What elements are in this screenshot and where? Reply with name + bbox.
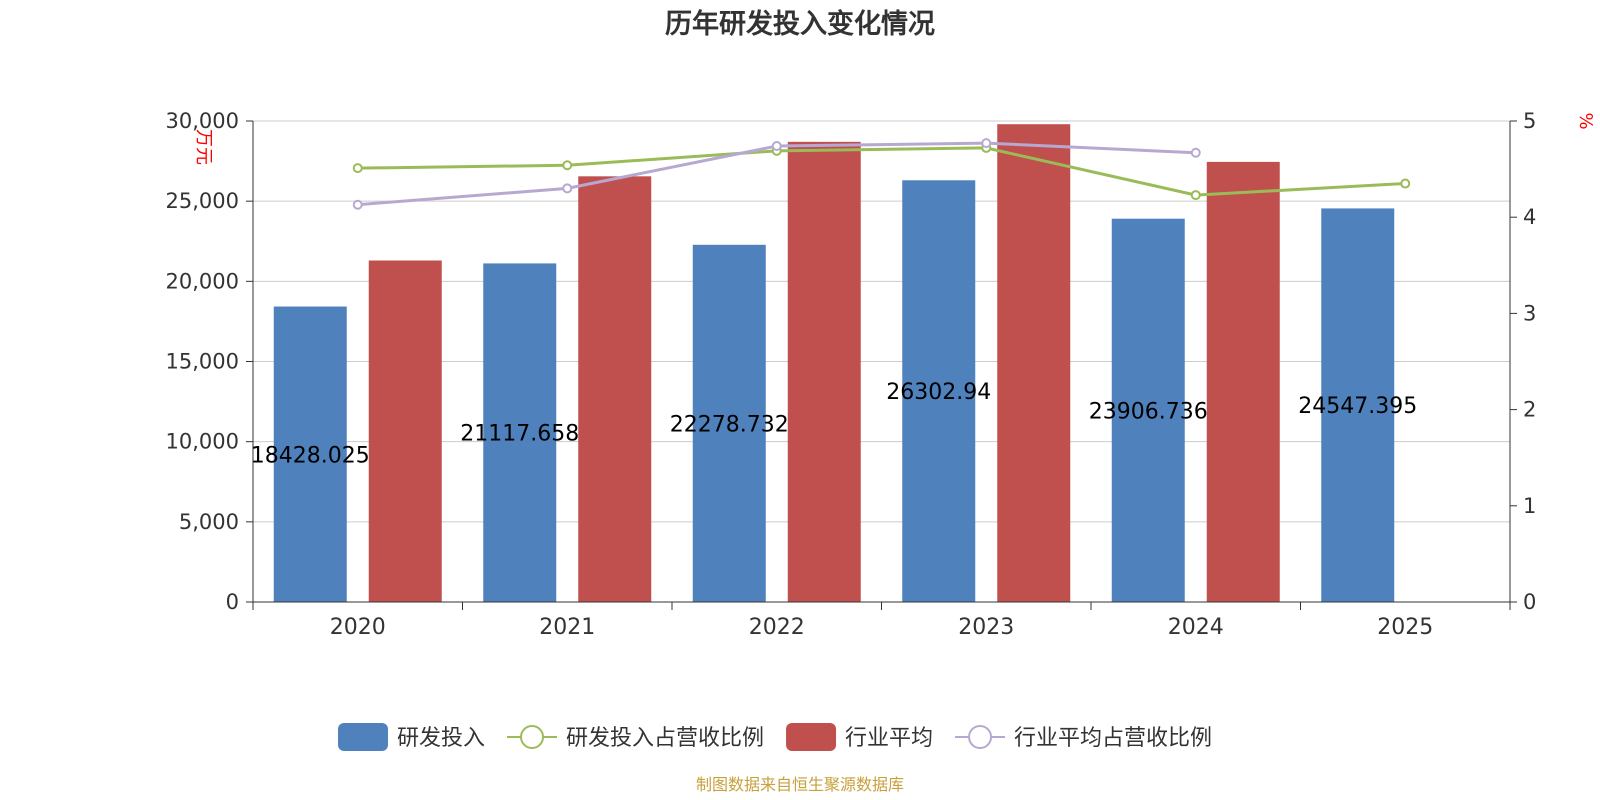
series-lines — [352, 138, 1411, 210]
data-label: 21117.658 — [460, 422, 579, 447]
x-tick-label: 2020 — [330, 615, 386, 640]
bar-rd-2022 — [692, 244, 766, 602]
data-labels: 18428.025 21117.658 22278.732 26302.94 23906… — [251, 380, 1417, 468]
x-tick-label: 2025 — [1377, 615, 1433, 640]
data-label: 18428.025 — [251, 443, 370, 468]
bar-industry-2021 — [578, 176, 652, 602]
source-note: 制图数据来自恒生聚源数据库 — [696, 775, 904, 794]
bar-rd-2025 — [1321, 208, 1395, 602]
chart-title: 历年研发投入变化情况 — [665, 8, 935, 40]
series-point — [771, 141, 782, 152]
left-tick-label: 20,000 — [166, 269, 239, 293]
series-point — [981, 138, 992, 149]
data-label: 22278.732 — [670, 412, 789, 437]
bar-rd-2020 — [273, 306, 347, 602]
left-tick-label: 15,000 — [166, 350, 239, 374]
legend-swatch — [786, 723, 837, 751]
series-point — [352, 163, 363, 174]
series-line-1 — [357, 146, 1406, 197]
data-label: 24547.395 — [1298, 394, 1417, 419]
axes: 05,00010,00015,00020,00025,00030,0000123… — [166, 109, 1596, 640]
bar-industry-2020 — [368, 260, 442, 602]
right-tick-label: 1 — [1523, 494, 1536, 518]
legend-marker — [968, 725, 993, 749]
legend-label: 研发投入 — [397, 726, 485, 751]
legend-marker — [520, 725, 545, 749]
bar-industry-2022 — [787, 141, 861, 603]
series-point — [1190, 147, 1201, 158]
x-tick-label: 2024 — [1168, 615, 1224, 640]
left-axis-unit: 万元 — [193, 129, 214, 165]
right-tick-label: 2 — [1523, 398, 1536, 422]
bar-rd-2021 — [483, 263, 557, 602]
grid-lines — [253, 120, 1510, 523]
legend-label: 行业平均占营收比例 — [1014, 726, 1212, 751]
legend-item: 研发投入占营收比例 — [507, 725, 764, 751]
right-tick-label: 4 — [1523, 205, 1536, 229]
series-point — [562, 183, 573, 194]
data-label: 23906.736 — [1089, 399, 1208, 424]
left-tick-label: 10,000 — [166, 430, 239, 454]
legend: 研发投入 研发投入占营收比例 行业平均 行业平均占营收比例 — [338, 723, 1212, 751]
bar-rd-2023 — [902, 180, 976, 603]
right-axis-unit: % — [1575, 112, 1596, 129]
legend-label: 研发投入占营收比例 — [566, 726, 764, 751]
series-point — [1190, 190, 1201, 201]
legend-swatch — [338, 723, 388, 751]
x-tick-label: 2021 — [539, 615, 595, 640]
data-label: 26302.94 — [886, 380, 991, 405]
bar-rd-2024 — [1111, 218, 1185, 603]
legend-label: 行业平均 — [845, 726, 933, 751]
left-tick-label: 5,000 — [179, 510, 239, 534]
left-tick-label: 30,000 — [166, 109, 239, 133]
x-tick-label: 2022 — [749, 615, 805, 640]
bars — [273, 124, 1395, 603]
right-tick-label: 5 — [1523, 109, 1536, 133]
left-tick-label: 25,000 — [166, 189, 239, 213]
right-tick-label: 0 — [1523, 590, 1536, 614]
series-point — [352, 199, 363, 210]
x-tick-label: 2023 — [958, 615, 1014, 640]
series-point — [1400, 178, 1411, 189]
legend-item: 研发投入 — [338, 723, 485, 751]
left-tick-label: 0 — [226, 590, 239, 614]
bar-industry-2024 — [1206, 161, 1280, 602]
right-tick-label: 3 — [1523, 301, 1536, 325]
legend-item: 行业平均 — [786, 723, 933, 751]
series-point — [562, 160, 573, 171]
legend-item: 行业平均占营收比例 — [955, 725, 1212, 751]
bar-industry-2023 — [997, 124, 1071, 602]
